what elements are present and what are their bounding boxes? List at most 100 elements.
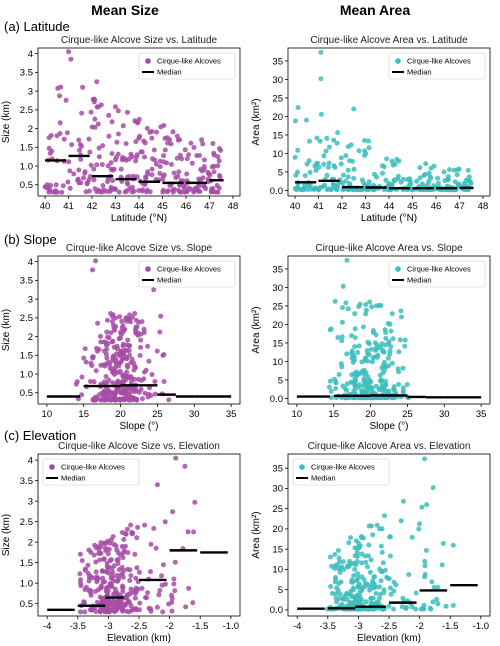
- scatter-point: [435, 601, 441, 607]
- scatter-point: [161, 172, 167, 178]
- scatter-point: [138, 386, 144, 392]
- x-tick-label: 41: [63, 201, 74, 212]
- scatter-point: [191, 145, 197, 150]
- scatter-point: [91, 99, 97, 105]
- scatter-point: [161, 562, 166, 568]
- scatter-point: [170, 509, 176, 515]
- x-axis-label: Slope (°): [369, 421, 408, 432]
- scatter-point: [321, 153, 327, 159]
- scatter-point: [149, 135, 155, 141]
- scatter-point: [78, 609, 83, 615]
- scatter-point: [117, 314, 123, 320]
- scatter-point: [92, 186, 98, 192]
- chart-size-elevation: Cirque-like Alcove Size vs. Elevation -4 -…: [1, 441, 241, 644]
- legend-marker-points: [49, 464, 55, 470]
- scatter-point: [395, 173, 401, 179]
- scatter-point: [400, 388, 406, 394]
- scatter-point: [126, 397, 132, 403]
- scatter-point: [100, 143, 106, 149]
- scatter-point: [149, 172, 155, 178]
- scatter-point: [64, 130, 70, 136]
- x-tick-label: -3.5: [70, 621, 86, 632]
- x-tick-label: 35: [476, 409, 487, 420]
- scatter-point: [346, 540, 352, 546]
- scatter-point: [434, 596, 440, 602]
- scatter-point: [138, 337, 144, 343]
- scatter-point: [91, 379, 97, 385]
- scatter-point: [380, 385, 386, 391]
- scatter-point: [125, 599, 131, 605]
- scatter-point: [387, 321, 393, 327]
- scatter-point: [355, 350, 361, 355]
- scatter-point: [356, 371, 362, 377]
- legend-box: [138, 52, 236, 80]
- x-tick-label: -3: [104, 621, 112, 632]
- scatter-point: [363, 311, 369, 317]
- scatter-point: [111, 344, 117, 350]
- scatter-point: [170, 129, 176, 135]
- scatter-point: [413, 590, 419, 596]
- scatter-point: [316, 187, 322, 193]
- scatter-point: [171, 170, 177, 176]
- scatter-point: [445, 174, 451, 180]
- scatter-point: [166, 397, 172, 403]
- scatter-point: [90, 355, 96, 361]
- scatter-point: [373, 591, 379, 596]
- scatter-point: [159, 573, 164, 579]
- legend-label-median: Median: [311, 474, 336, 483]
- y-tick-label: 0.5: [20, 388, 33, 399]
- column-title-area: Mean Area: [339, 2, 411, 18]
- scatter-point: [331, 137, 337, 143]
- scatter-point: [401, 498, 406, 504]
- scatter-point: [428, 606, 434, 612]
- scatter-point: [136, 569, 142, 575]
- y-tick-label: 5: [278, 375, 283, 386]
- scatter-point: [152, 391, 158, 397]
- scatter-point: [387, 351, 393, 357]
- scatter-point: [414, 178, 420, 184]
- scatter-point: [351, 599, 357, 605]
- scatter-point: [129, 189, 135, 195]
- scatter-point: [402, 337, 408, 343]
- scatter-point: [112, 586, 118, 592]
- scatter-point: [93, 559, 99, 565]
- scatter-point: [142, 522, 148, 528]
- scatter-point: [359, 585, 365, 591]
- scatter-point: [324, 187, 330, 193]
- scatter-point: [99, 568, 105, 574]
- scatter-point: [132, 551, 138, 557]
- scatter-point: [95, 121, 101, 127]
- scatter-point: [77, 571, 83, 577]
- scatter-point: [391, 177, 397, 183]
- y-tick-label: 30: [272, 484, 283, 495]
- x-tick-label: 43: [360, 201, 371, 212]
- scatter-point: [367, 299, 373, 305]
- scatter-point: [333, 591, 339, 597]
- scatter-point: [211, 152, 217, 158]
- scatter-point: [81, 355, 87, 361]
- scatter-point: [161, 379, 167, 384]
- scatter-point: [108, 330, 114, 336]
- y-tick-label: 3.5: [20, 476, 33, 487]
- scatter-point: [79, 374, 85, 380]
- scatter-point: [324, 172, 330, 178]
- scatter-point: [92, 589, 98, 594]
- scatter-point: [116, 336, 122, 342]
- scatter-point: [368, 582, 374, 588]
- scatter-point: [121, 550, 126, 556]
- scatter-point: [151, 287, 157, 293]
- scatter-point: [345, 174, 351, 180]
- scatter-point: [100, 575, 106, 581]
- scatter-point: [346, 187, 352, 193]
- y-tick-label: 0.0: [270, 394, 283, 405]
- scatter-point: [118, 359, 124, 365]
- scatter-point: [381, 590, 387, 596]
- scatter-point: [103, 374, 109, 379]
- scatter-point: [144, 187, 150, 193]
- scatter-point: [184, 171, 190, 177]
- scatter-point: [367, 378, 373, 383]
- scatter-point: [124, 342, 130, 348]
- scatter-point: [98, 583, 104, 589]
- scatter-point: [57, 93, 63, 99]
- scatter-point: [78, 156, 84, 162]
